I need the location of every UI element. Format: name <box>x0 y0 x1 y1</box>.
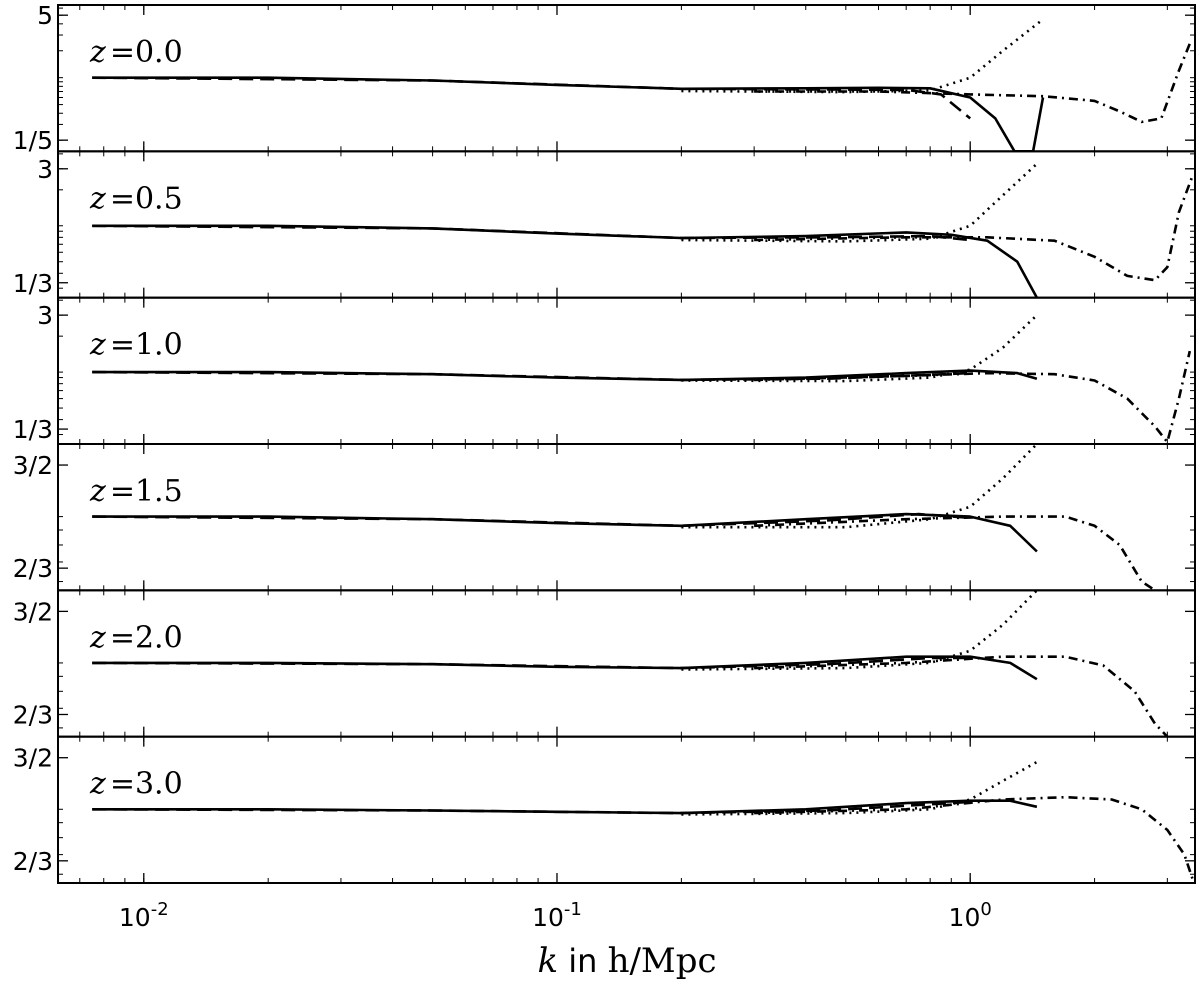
panel-label-var: z <box>89 328 106 363</box>
x-tick-exp: -1 <box>564 899 582 920</box>
y-tick-label: 5 <box>37 1 53 30</box>
panel-5: 3/2 2/3 z =2.0 <box>13 589 1196 738</box>
x-axis: 10-2 10-1 100 <box>119 899 992 932</box>
series-line-dashdot <box>754 175 1194 282</box>
series-line-dotted <box>681 162 1038 243</box>
panel-label-value: 1.5 <box>135 474 183 509</box>
panel-label-value: 0.5 <box>135 181 183 216</box>
panel-label: z =0.5 <box>89 181 183 216</box>
x-axis-var: k <box>537 941 558 981</box>
panel-6: 3/2 2/3 z =3.0 <box>13 735 1196 885</box>
x-tick-label: 10-2 <box>119 899 169 932</box>
y-tick-label: 3 <box>37 301 53 330</box>
x-tick-label: 100 <box>949 899 992 932</box>
y-tick-label: 3/2 <box>13 451 53 480</box>
y-tick-label: 1/3 <box>13 269 53 298</box>
panel-series <box>92 760 1194 879</box>
series-line-dotted <box>681 18 1044 94</box>
panel-series <box>92 590 1169 737</box>
panel-label-value: 0.0 <box>135 35 183 70</box>
panel-series <box>92 162 1194 298</box>
panel-label-eq: = <box>110 620 135 655</box>
panel-2: 3 1/3 z =0.5 <box>13 150 1196 299</box>
y-tick-label: 2/3 <box>13 554 53 583</box>
y-tick-label: 2/3 <box>13 700 53 729</box>
y-tick-label: 3/2 <box>13 744 53 773</box>
x-axis-in: in <box>558 942 608 980</box>
series-line-dashdot <box>754 515 1156 591</box>
series-line-dotted <box>681 444 1038 529</box>
panel-series <box>92 314 1192 444</box>
panel-label-var: z <box>89 181 106 216</box>
series-line-dashdot <box>754 795 1194 879</box>
panel-label: z =1.0 <box>89 328 183 363</box>
panel-4: 3/2 2/3 z =1.5 <box>13 443 1196 592</box>
panel-label-value: 3.0 <box>135 767 183 802</box>
y-tick-label: 2/3 <box>13 847 53 876</box>
x-tick-base: 10 <box>119 903 151 932</box>
panel-series <box>92 18 1192 152</box>
panel-series <box>92 444 1156 591</box>
series-line-dashed <box>92 656 971 670</box>
panel-label-eq: = <box>110 35 135 70</box>
panel-label-var: z <box>89 767 106 802</box>
panel-label-var: z <box>89 474 106 509</box>
y-tick-label: 1/3 <box>13 415 53 444</box>
y-tick-label: 1/5 <box>13 126 53 155</box>
series-line-dashed <box>92 512 971 528</box>
x-tick-label: 10-1 <box>532 899 582 932</box>
panel-label: z =1.5 <box>89 474 183 509</box>
panel-label: z =0.0 <box>89 35 183 70</box>
panels: 51/5z =0.031/3z =0.531/3z =1.03/22/3z =1.53/… <box>13 1 1196 885</box>
panel-label-eq: = <box>110 328 135 363</box>
series-line-dashdot <box>754 43 1192 124</box>
panel-3: 3 1/3 z =1.0 <box>13 296 1196 445</box>
series-line-dashdot <box>754 655 1169 737</box>
panel-frame <box>57 735 1196 885</box>
x-tick-base: 10 <box>949 903 981 932</box>
panel-label-eq: = <box>110 474 135 509</box>
panel-label-value: 2.0 <box>135 620 183 655</box>
panel-label: z =3.0 <box>89 767 183 802</box>
series-line-dashdot <box>754 350 1192 444</box>
panel-label-var: z <box>89 620 106 655</box>
x-tick-exp: -2 <box>151 899 169 920</box>
panel-label-eq: = <box>110 767 135 802</box>
panel-1: 5 1/5 z =0.0 <box>13 1 1196 155</box>
panel-label: z =2.0 <box>89 620 183 655</box>
x-tick-exp: 0 <box>980 899 991 920</box>
x-tick-base: 10 <box>532 903 564 932</box>
panel-label-var: z <box>89 35 106 70</box>
y-tick-label: 3 <box>37 155 53 184</box>
x-axis-title: k in h/Mpc <box>537 941 716 981</box>
y-tick-label: 3/2 <box>13 597 53 626</box>
x-axis-unit: h/Mpc <box>608 941 717 981</box>
panel-label-value: 1.0 <box>135 328 183 363</box>
panel-label-eq: = <box>110 181 135 216</box>
series-line-dotted <box>681 314 1038 383</box>
series-line-dashed <box>92 76 972 120</box>
